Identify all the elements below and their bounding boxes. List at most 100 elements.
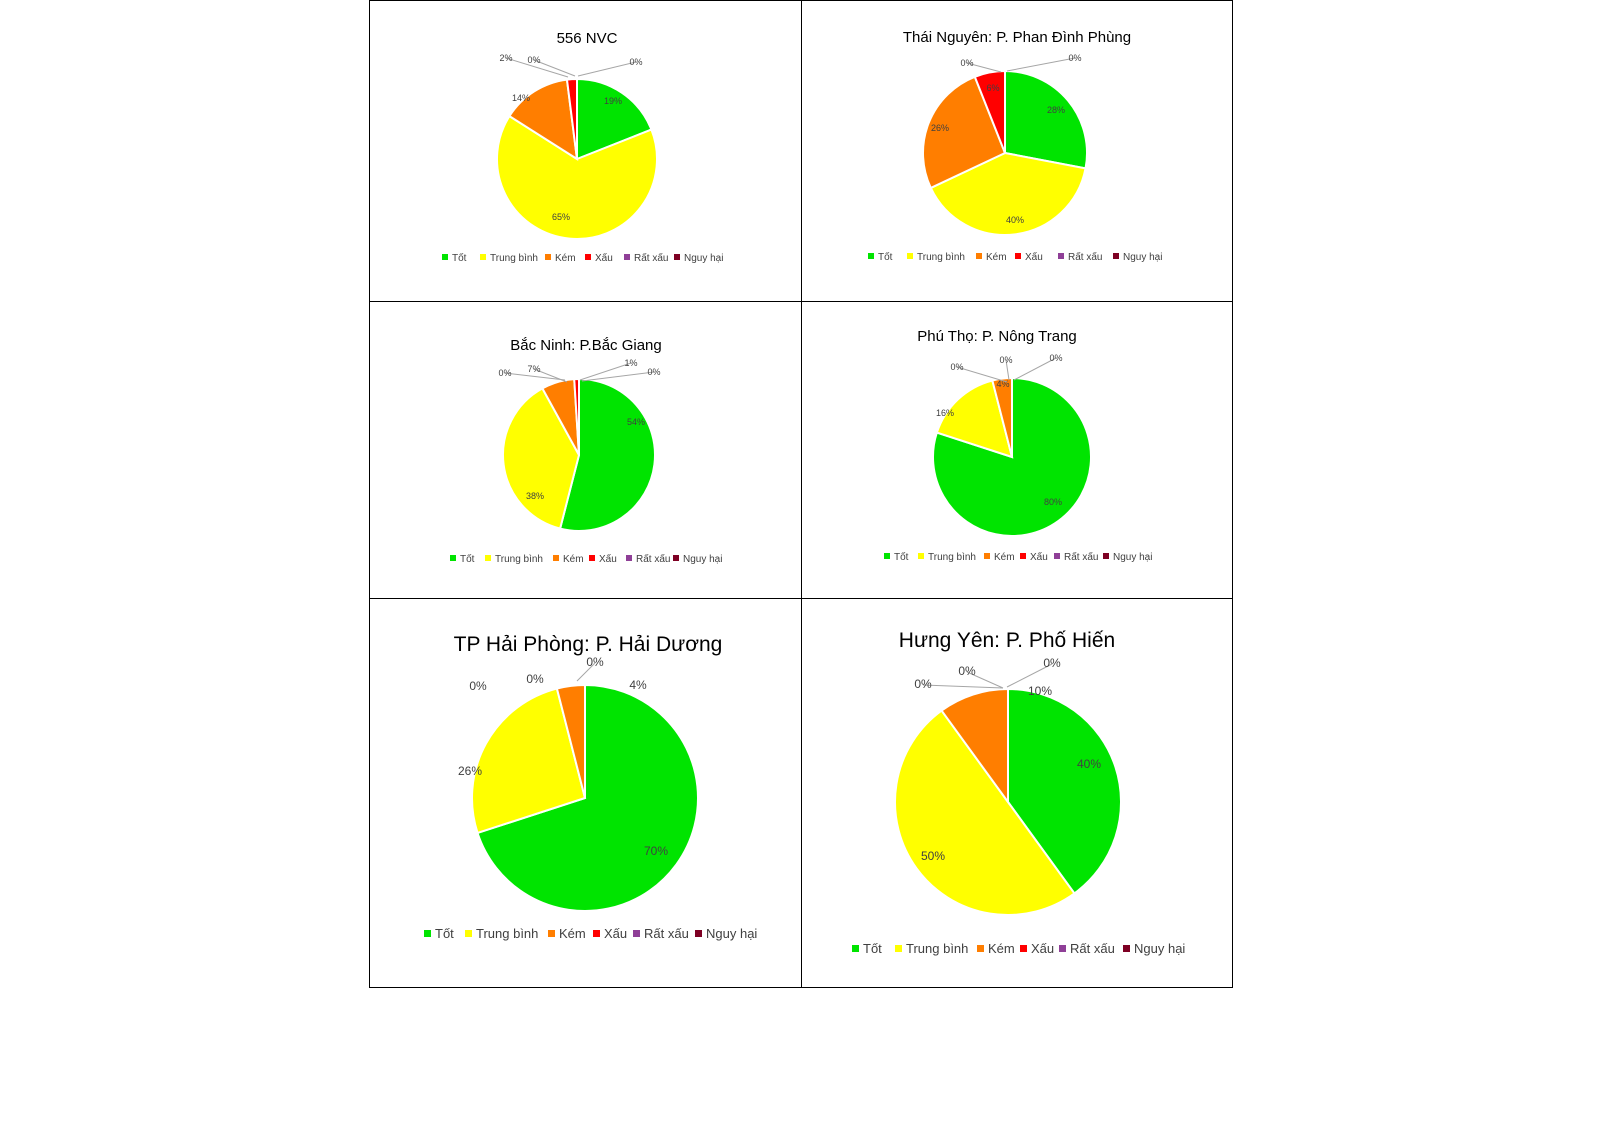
chart-title: Bắc Ninh: P.Bắc Giang: [510, 337, 661, 354]
legend-label-nguy-hai: Nguy hại: [683, 554, 722, 565]
legend-marker-kem: [984, 553, 990, 559]
legend-marker-rat-xau: [633, 930, 640, 937]
pie-slice-trung-binh: [894, 709, 1076, 916]
data-label-kem: 14%: [512, 93, 530, 103]
legend-label-rat-xau: Rất xấu: [644, 926, 689, 941]
data-label-kem: 4%: [996, 379, 1009, 389]
leader-line: [1013, 357, 1057, 381]
pie-slice-tot: [558, 377, 656, 532]
data-label-trung-binh: 50%: [921, 849, 945, 863]
legend-label-nguy-hai: Nguy hại: [706, 926, 757, 941]
chart-grid: 556 NVC 19% 65% 14% 2% 0% 0% Tốt Trung bình Kém Xấ…: [369, 0, 1233, 988]
legend-label-rat-xau: Rất xấu: [1064, 551, 1098, 563]
legend-marker-xau: [593, 930, 600, 937]
data-label-trung-binh: 40%: [1006, 215, 1024, 225]
data-label-rat-xau: 0%: [960, 58, 973, 68]
pie-slice-xau: [565, 77, 578, 160]
legend-marker-nguy-hai: [695, 930, 702, 937]
grid-divider-horizontal: [370, 301, 1232, 302]
pie-slice-kem: [922, 75, 1007, 190]
legend-label-nguy-hai: Nguy hại: [684, 253, 723, 264]
leader-line: [1006, 663, 1053, 688]
leader-line: [505, 57, 569, 78]
leader-line: [504, 372, 566, 381]
legend-marker-tot: [442, 254, 448, 260]
pie-slice-tot: [1004, 69, 1088, 170]
legend-marker-kem: [976, 253, 982, 259]
leader-line: [579, 362, 632, 381]
pie-chart-svg: Phú Thọ: P. Nông Trang 80% 16% 4% 0% 0% 0% Tốt T…: [884, 328, 1152, 563]
legend-marker-trung-binh: [480, 254, 486, 260]
leader-line: [577, 61, 637, 77]
legend-label-xau: Xấu: [1025, 251, 1043, 263]
legend-label-xau: Xấu: [595, 252, 613, 264]
chart-title: Hưng Yên: P. Phố Hiến: [899, 629, 1115, 652]
leader-line: [576, 662, 596, 682]
legend-marker-tot: [852, 945, 859, 952]
legend-label-trung-binh: Trung bình: [906, 941, 968, 956]
legend-label-nguy-hai: Nguy hại: [1113, 552, 1152, 563]
leader-line: [533, 59, 576, 77]
legend-marker-rat-xau: [1054, 553, 1060, 559]
data-label-xau: 6%: [986, 83, 999, 93]
legend-marker-trung-binh: [895, 945, 902, 952]
legend-marker-tot: [450, 555, 456, 561]
data-label-tot: 70%: [644, 844, 668, 858]
leader-line: [1006, 57, 1076, 72]
legend-label-tot: Tốt: [452, 252, 467, 264]
legend-marker-kem: [977, 945, 984, 952]
legend-label-trung-binh: Trung bình: [495, 554, 543, 565]
legend-marker-trung-binh: [465, 930, 472, 937]
leader-line: [956, 366, 1008, 383]
legend-marker-xau: [1020, 553, 1026, 559]
legend-marker-rat-xau: [1058, 253, 1064, 259]
data-label-trung-binh: 65%: [552, 212, 570, 222]
data-label-xau: 0%: [914, 677, 932, 691]
legend-label-trung-binh: Trung bình: [917, 252, 965, 263]
grid-divider-horizontal: [370, 598, 1232, 599]
leader-line: [922, 684, 1004, 689]
legend-label-tot: Tốt: [435, 926, 454, 941]
pie-slice-kem: [991, 376, 1013, 458]
data-label-rat-xau: 0%: [999, 355, 1012, 365]
data-label-tot: 28%: [1047, 105, 1065, 115]
data-label-kem: 4%: [629, 678, 647, 692]
pie-slice-trung-binh: [502, 387, 581, 530]
legend-label-tot: Tốt: [460, 553, 475, 565]
data-label-xau: 2%: [499, 53, 512, 63]
legend-label-tot: Tốt: [878, 251, 893, 263]
pie-chart-svg: Hưng Yên: P. Phố Hiến 40% 50% 10% 0% 0% 0% Tốt T…: [852, 629, 1185, 956]
legend-marker-rat-xau: [626, 555, 632, 561]
legend-label-rat-xau: Rất xấu: [1068, 251, 1102, 263]
chart-title: 556 NVC: [557, 30, 618, 47]
legend-label-rat-xau: Rất xấu: [634, 252, 668, 264]
pie-slice-kem: [508, 78, 579, 161]
grid-divider-vertical: [801, 1, 802, 987]
data-label-kem: 26%: [931, 123, 949, 133]
pie-slice-tot: [1007, 687, 1122, 895]
data-label-trung-binh: 26%: [458, 764, 482, 778]
leader-line: [966, 671, 1004, 689]
data-label-tot: 19%: [604, 96, 622, 106]
chart-title: Thái Nguyên: P. Phan Đình Phùng: [903, 29, 1131, 46]
pie-slice-kem: [555, 683, 586, 799]
legend-marker-tot: [424, 930, 431, 937]
legend-label-tot: Tốt: [863, 941, 882, 956]
pie-slice-tot: [476, 683, 699, 912]
data-label-tot: 40%: [1077, 757, 1101, 771]
legend-label-xau: Xấu: [1031, 941, 1054, 956]
data-label-nguy-hai: 0%: [629, 57, 642, 67]
chart-panel-phu-tho: Phú Thọ: P. Nông Trang 80% 16% 4% 0% 0% 0% Tốt T…: [802, 302, 1232, 598]
data-label-nguy-hai: 0%: [1068, 53, 1081, 63]
data-label-xau: 0%: [469, 679, 487, 693]
data-label-trung-binh: 38%: [526, 491, 544, 501]
data-label-rat-xau: 0%: [958, 664, 976, 678]
data-label-rat-xau: 0%: [527, 55, 540, 65]
legend-marker-kem: [548, 930, 555, 937]
data-label-tot: 80%: [1044, 497, 1062, 507]
legend-marker-nguy-hai: [1113, 253, 1119, 259]
legend-label-kem: Kém: [559, 926, 586, 941]
legend-marker-nguy-hai: [1103, 553, 1109, 559]
pie-slice-trung-binh: [935, 379, 1014, 459]
chart-panel-hung-yen: Hưng Yên: P. Phố Hiến 40% 50% 10% 0% 0% 0% Tốt T…: [802, 599, 1232, 987]
